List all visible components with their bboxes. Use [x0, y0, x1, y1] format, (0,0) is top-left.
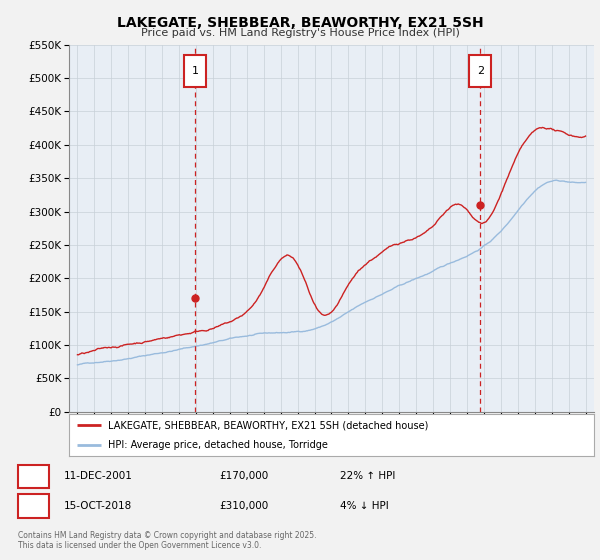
Text: 22% ↑ HPI: 22% ↑ HPI: [340, 472, 395, 482]
Text: 2: 2: [477, 67, 484, 77]
Text: 15-OCT-2018: 15-OCT-2018: [64, 501, 132, 511]
Text: LAKEGATE, SHEBBEAR, BEAWORTHY, EX21 5SH: LAKEGATE, SHEBBEAR, BEAWORTHY, EX21 5SH: [116, 16, 484, 30]
Text: Price paid vs. HM Land Registry's House Price Index (HPI): Price paid vs. HM Land Registry's House …: [140, 28, 460, 38]
Text: £310,000: £310,000: [220, 501, 269, 511]
Text: HPI: Average price, detached house, Torridge: HPI: Average price, detached house, Torr…: [109, 440, 328, 450]
Bar: [18, 494, 49, 517]
Bar: [469, 55, 491, 87]
Text: Contains HM Land Registry data © Crown copyright and database right 2025.
This d: Contains HM Land Registry data © Crown c…: [18, 531, 317, 550]
Bar: [184, 55, 206, 87]
Text: 4% ↓ HPI: 4% ↓ HPI: [340, 501, 389, 511]
Text: 1: 1: [191, 67, 199, 77]
Bar: [18, 465, 49, 488]
Text: 11-DEC-2001: 11-DEC-2001: [64, 472, 133, 482]
Text: 2: 2: [30, 501, 37, 511]
Text: £170,000: £170,000: [220, 472, 269, 482]
Text: 1: 1: [30, 472, 37, 482]
Text: LAKEGATE, SHEBBEAR, BEAWORTHY, EX21 5SH (detached house): LAKEGATE, SHEBBEAR, BEAWORTHY, EX21 5SH …: [109, 421, 429, 430]
